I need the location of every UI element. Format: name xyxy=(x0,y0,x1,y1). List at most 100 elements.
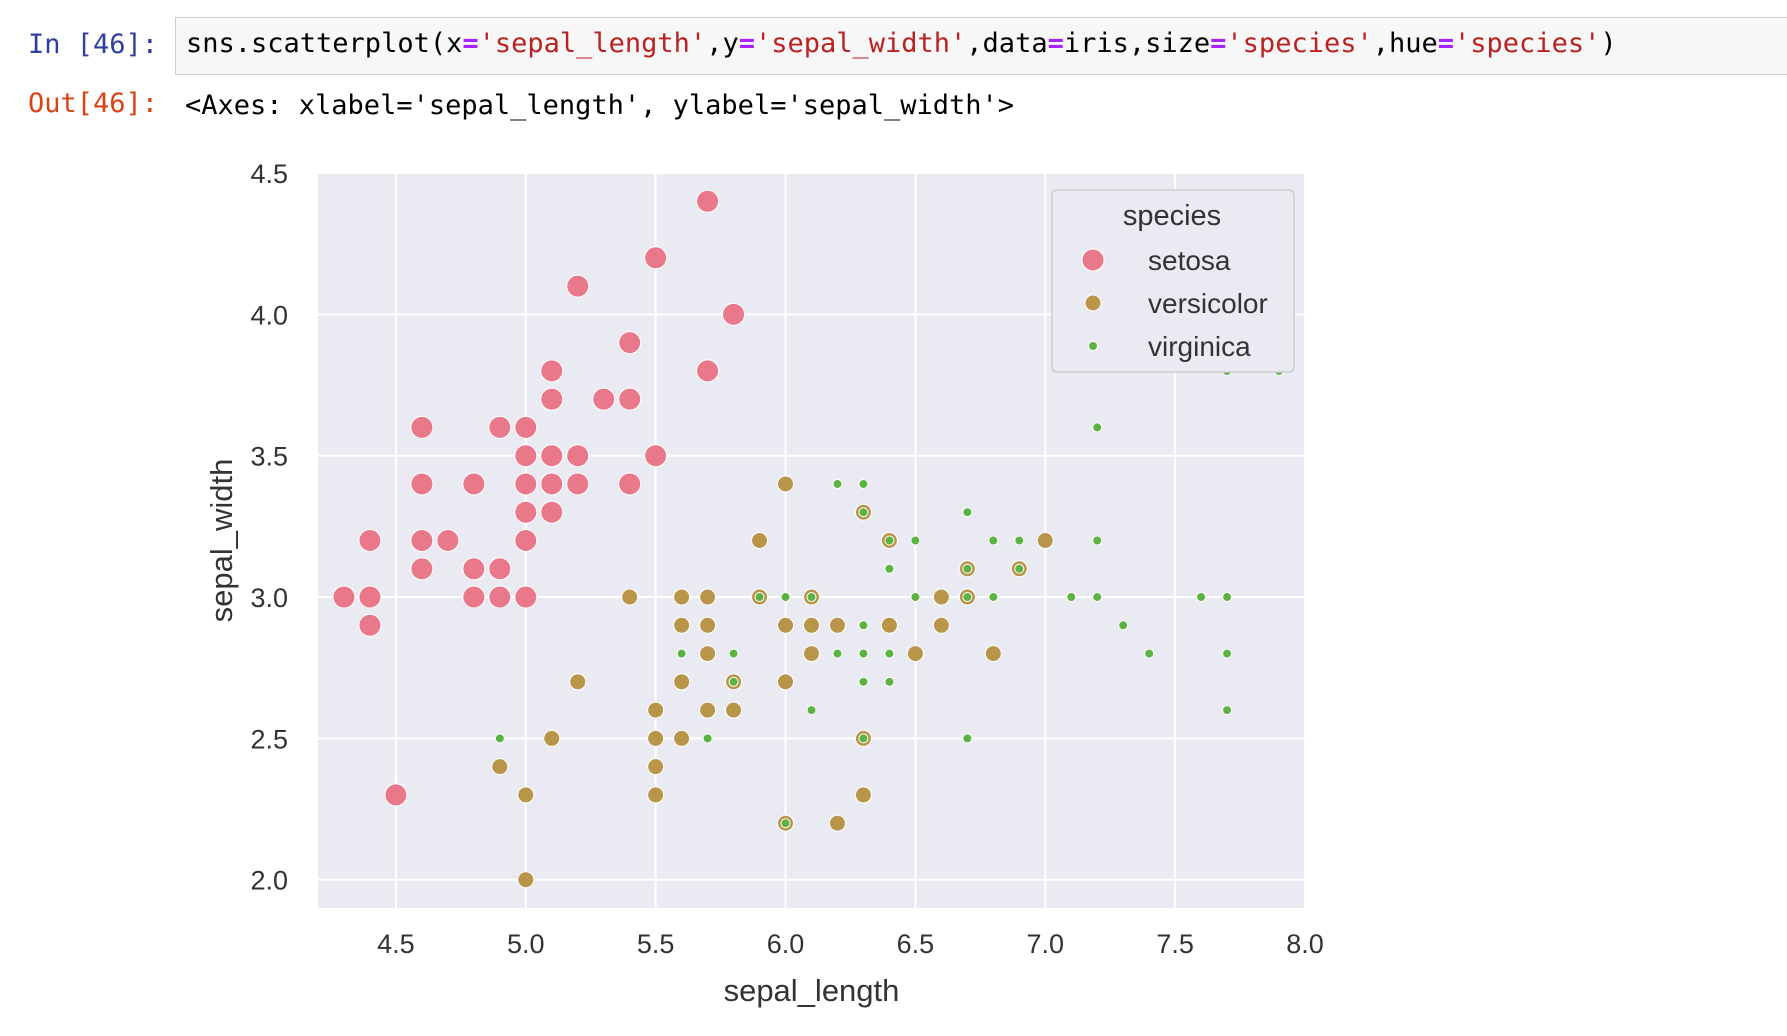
y-tick-label: 4.0 xyxy=(250,300,288,330)
y-tick-label: 2.0 xyxy=(250,866,288,896)
point-versicolor xyxy=(984,645,1002,663)
point-virginica xyxy=(884,563,895,574)
y-axis-label: sepal_width xyxy=(204,459,239,623)
legend-marker-versicolor xyxy=(1084,294,1102,312)
output-text: <Axes: xlabel='sepal_length', ylabel='se… xyxy=(185,90,1015,121)
x-tick-labels: 4.5 5.0 5.5 6.0 6.5 7.0 7.5 8.0 xyxy=(377,929,1324,959)
point-virginica xyxy=(832,648,843,659)
point-versicolor xyxy=(803,645,820,663)
point-virginica xyxy=(962,507,973,518)
point-virginica xyxy=(1118,620,1129,631)
point-setosa xyxy=(462,472,486,496)
legend-title: species xyxy=(1123,200,1221,232)
point-virginica xyxy=(884,676,895,687)
point-virginica xyxy=(858,676,869,687)
point-setosa xyxy=(488,585,512,609)
point-versicolor xyxy=(621,588,639,606)
point-setosa xyxy=(540,387,564,411)
point-virginica xyxy=(780,818,791,829)
point-versicolor xyxy=(777,673,795,691)
point-setosa xyxy=(540,472,564,496)
point-virginica xyxy=(1222,648,1233,659)
y-tick-labels: 2.0 2.5 3.0 3.5 4.0 4.5 xyxy=(250,159,288,896)
code-token: = xyxy=(1047,28,1064,59)
x-tick-label: 8.0 xyxy=(1286,929,1324,959)
point-virginica xyxy=(1222,705,1233,716)
point-virginica xyxy=(858,507,869,518)
point-versicolor xyxy=(647,758,665,776)
code-cell-input[interactable]: sns.scatterplot(x='sepal_length',y='sepa… xyxy=(175,17,1787,75)
input-prompt: In [46]: xyxy=(28,29,159,60)
point-setosa xyxy=(410,472,434,496)
point-setosa xyxy=(696,189,720,213)
point-virginica xyxy=(1222,592,1233,603)
point-virginica xyxy=(1144,648,1155,659)
x-tick-label: 5.0 xyxy=(507,929,545,959)
point-setosa xyxy=(618,331,642,355)
x-tick-label: 5.5 xyxy=(637,929,675,959)
point-versicolor xyxy=(828,616,846,634)
point-virginica xyxy=(988,535,999,546)
point-setosa xyxy=(410,415,434,439)
point-virginica xyxy=(806,592,817,603)
point-versicolor xyxy=(854,786,872,804)
point-setosa xyxy=(514,529,538,552)
code-token: iris,size xyxy=(1063,28,1211,59)
code-token: ,y xyxy=(706,28,739,59)
point-setosa xyxy=(722,302,746,326)
point-virginica xyxy=(858,620,869,631)
point-versicolor xyxy=(491,758,509,776)
data-points xyxy=(332,189,1285,889)
point-versicolor xyxy=(673,588,691,606)
x-tick-label: 6.0 xyxy=(767,929,805,959)
point-setosa xyxy=(358,585,382,609)
point-versicolor xyxy=(1036,532,1054,549)
x-tick-label: 7.0 xyxy=(1026,929,1064,959)
point-versicolor xyxy=(699,588,717,606)
point-virginica xyxy=(858,733,869,744)
point-virginica xyxy=(988,592,999,603)
point-virginica xyxy=(884,648,895,659)
point-versicolor xyxy=(699,645,717,663)
point-setosa xyxy=(384,783,408,807)
code-token: = xyxy=(1210,28,1227,59)
point-versicolor xyxy=(647,701,665,719)
point-versicolor xyxy=(751,532,769,549)
point-setosa xyxy=(358,529,382,552)
x-tick-label: 4.5 xyxy=(377,929,415,959)
y-tick-label: 3.0 xyxy=(250,583,288,613)
point-virginica xyxy=(832,478,843,489)
point-virginica xyxy=(1092,422,1103,433)
point-setosa xyxy=(410,557,434,581)
code-token: ,data xyxy=(966,28,1048,59)
point-setosa xyxy=(618,387,642,411)
point-virginica xyxy=(884,535,895,546)
legend-marker-setosa xyxy=(1081,248,1105,272)
point-virginica xyxy=(910,592,921,603)
point-versicolor xyxy=(647,729,665,747)
point-setosa xyxy=(332,585,356,609)
code-token: 'sepal_length' xyxy=(478,28,707,59)
point-virginica xyxy=(494,733,505,744)
point-setosa xyxy=(514,415,538,439)
point-setosa xyxy=(514,444,538,468)
y-tick-label: 3.5 xyxy=(250,442,288,472)
y-tick-label: 2.5 xyxy=(250,724,288,754)
point-setosa xyxy=(462,557,486,581)
point-versicolor xyxy=(932,616,950,634)
code-token: sns.scatterplot(x xyxy=(186,28,463,59)
point-setosa xyxy=(644,246,668,270)
point-setosa xyxy=(488,557,512,581)
point-versicolor xyxy=(777,475,795,493)
code-token: 'species' xyxy=(1454,28,1601,59)
point-versicolor xyxy=(517,871,535,889)
point-virginica xyxy=(962,563,973,574)
point-virginica xyxy=(962,733,973,744)
legend-label-setosa: setosa xyxy=(1148,245,1231,276)
point-setosa xyxy=(410,529,434,552)
point-virginica xyxy=(754,592,765,603)
point-virginica xyxy=(676,648,687,659)
point-setosa xyxy=(358,613,382,637)
point-versicolor xyxy=(906,645,924,663)
point-versicolor xyxy=(803,616,820,634)
